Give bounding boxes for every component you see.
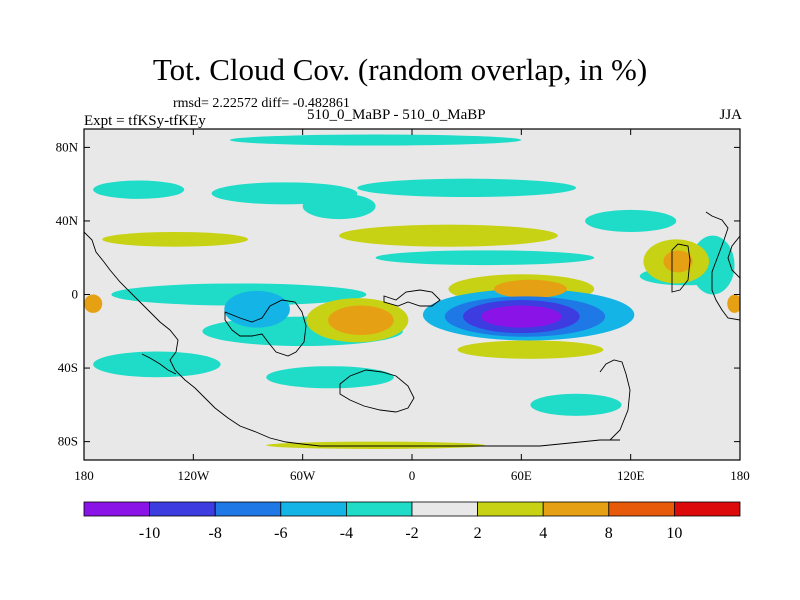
chart-title: Tot. Cloud Cov. (random overlap, in %) — [152, 52, 648, 87]
anomaly-region — [494, 279, 567, 299]
coast-antarctic-island — [339, 369, 415, 413]
coast-americas — [84, 231, 620, 447]
y-tick-label: 0 — [72, 287, 79, 302]
colorbar-box — [280, 501, 347, 517]
coast-east-pacific-rim — [705, 211, 740, 321]
coast-south-america — [224, 299, 307, 357]
anomaly-region — [530, 393, 622, 416]
anomaly-region — [339, 224, 558, 247]
colorbar: -10 -8 -6 -4 -2 2 4 8 10 — [83, 501, 741, 542]
anomaly-region — [457, 340, 604, 359]
x-tick-label: 120W — [177, 468, 210, 483]
anomaly-region — [481, 305, 562, 328]
x-tick-label: 120E — [617, 468, 645, 483]
coast-africa — [383, 289, 441, 307]
experiment-label: Expt = tfKSy-tfKEy — [84, 113, 206, 129]
anomaly-region — [328, 305, 394, 335]
anomaly-region — [229, 134, 522, 146]
x-tick-label: 180 — [730, 468, 750, 483]
colorbar-box — [411, 501, 478, 517]
anomaly-region — [357, 178, 576, 198]
x-tick-label: 60W — [290, 468, 316, 483]
anomaly-region — [84, 294, 103, 313]
season-label: JJA — [719, 107, 742, 123]
colorbar-label: -6 — [274, 525, 287, 542]
colorbar-label: 2 — [474, 525, 482, 542]
coast-east-asia — [671, 243, 691, 293]
x-tick-label: 0 — [409, 468, 416, 483]
colorbar-label: -8 — [209, 525, 222, 542]
anomaly-region — [266, 441, 485, 449]
y-tick-label: 80S — [58, 434, 78, 449]
case-label: 510_0_MaBP - 510_0_MaBP — [307, 107, 486, 123]
anomaly-region — [375, 250, 595, 266]
rmsd-diff-label: rmsd= 2.22572 diff= -0.482861 — [173, 96, 350, 111]
x-axis-ticks: 180 120W 60W 0 60E 120E 180 — [74, 129, 750, 483]
colorbar-label: -2 — [405, 525, 418, 542]
y-tick-label: 80N — [56, 139, 79, 154]
anomaly-region — [93, 180, 185, 199]
colorbar-box — [83, 501, 150, 517]
colorbar-box — [674, 501, 741, 517]
colorbar-label: -10 — [139, 525, 160, 542]
anomaly-region — [663, 250, 693, 273]
colorbar-box — [149, 501, 216, 517]
anomaly-region — [102, 231, 248, 247]
colorbar-box — [542, 501, 610, 517]
y-axis-ticks: 80N 40N 0 40S 80S — [56, 139, 740, 449]
colorbar-box — [345, 501, 413, 517]
anomaly-region — [93, 351, 221, 378]
colorbar-label: 8 — [605, 525, 613, 542]
y-tick-label: 40S — [58, 360, 78, 375]
coastlines — [84, 211, 740, 447]
colorbar-label: 10 — [666, 525, 682, 542]
colorbar-label: 4 — [539, 525, 547, 542]
anomaly-region — [727, 294, 740, 313]
anomaly-region — [302, 193, 376, 220]
anomaly-region — [585, 209, 677, 232]
colorbar-label: -4 — [340, 525, 353, 542]
anomaly-region — [224, 290, 290, 328]
coast-dateline-east — [727, 235, 740, 279]
coast-central-america — [141, 353, 177, 375]
anomaly-region — [266, 366, 394, 389]
x-tick-label: 60E — [511, 468, 532, 483]
x-tick-label: 180 — [74, 468, 94, 483]
coast-australia — [599, 359, 631, 441]
colorbar-box — [214, 501, 282, 517]
colorbar-box — [477, 501, 544, 517]
y-tick-label: 40N — [56, 213, 79, 228]
colorbar-box — [608, 501, 675, 517]
